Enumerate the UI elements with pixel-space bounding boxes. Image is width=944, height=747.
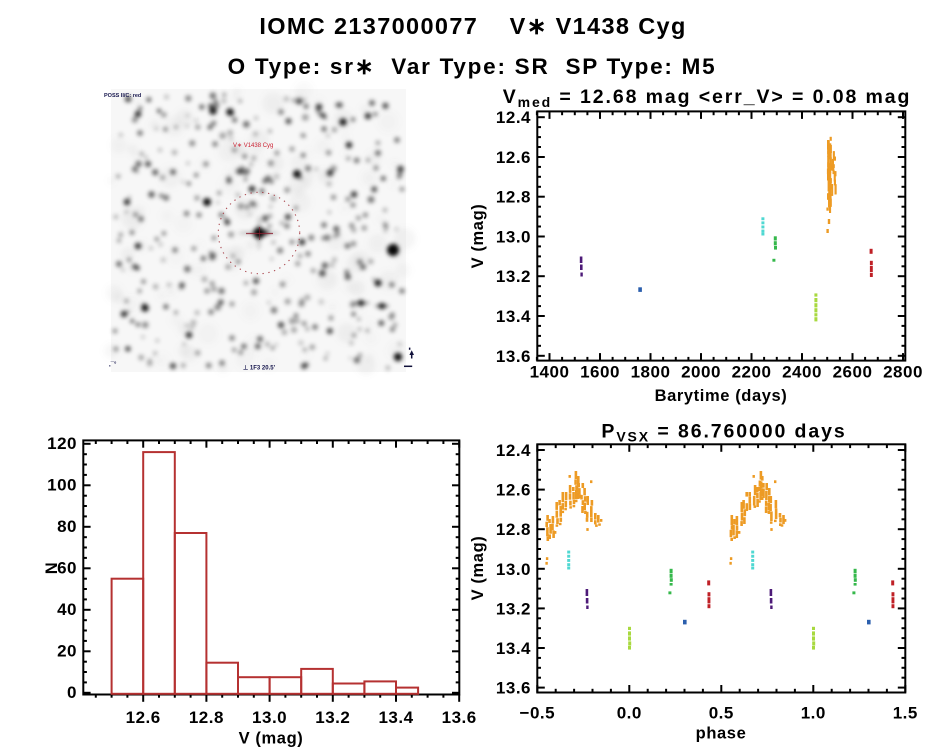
svg-text:13.6: 13.6 (496, 679, 531, 698)
svg-text:1600: 1600 (580, 363, 620, 382)
svg-text:13.0: 13.0 (496, 560, 531, 579)
svg-text:PVSX = 86.760000 days: PVSX = 86.760000 days (601, 421, 846, 445)
svg-text:0.5: 0.5 (709, 704, 734, 723)
svg-text:V∗ V1438 Cyg: V∗ V1438 Cyg (233, 143, 273, 149)
svg-text:⊥ 1F3 20.5': ⊥ 1F3 20.5' (243, 365, 276, 372)
svg-text:Barytime (days): Barytime (days) (655, 387, 788, 405)
svg-text:12.6: 12.6 (496, 481, 531, 500)
svg-text:2000: 2000 (681, 363, 721, 382)
svg-text:12.8: 12.8 (496, 188, 531, 207)
svg-text:2200: 2200 (732, 363, 772, 382)
svg-text:V (mag): V (mag) (469, 204, 487, 269)
svg-text:13.0: 13.0 (496, 228, 531, 247)
svg-text:13.2: 13.2 (496, 599, 531, 618)
svg-text:13.2: 13.2 (315, 708, 350, 727)
svg-text:13.6: 13.6 (442, 708, 477, 727)
svg-text:V (mag): V (mag) (239, 730, 304, 747)
svg-text:2800: 2800 (883, 363, 923, 382)
svg-text:,¯°: ,¯° (109, 361, 117, 368)
svg-text:2600: 2600 (833, 363, 873, 382)
svg-text:13.4: 13.4 (496, 639, 531, 658)
svg-text:1800: 1800 (631, 363, 671, 382)
svg-text:40: 40 (57, 600, 77, 619)
svg-text:60: 60 (57, 558, 77, 577)
svg-text:12.8: 12.8 (496, 520, 531, 539)
svg-text:1.0: 1.0 (801, 704, 826, 723)
svg-text:12.4: 12.4 (496, 441, 531, 460)
svg-text:120: 120 (47, 434, 77, 453)
svg-text:100: 100 (47, 475, 77, 494)
svg-text:POSS II/C: red: POSS II/C: red (104, 93, 141, 99)
svg-text:V (mag): V (mag) (469, 536, 487, 601)
svg-text:80: 80 (57, 517, 77, 536)
svg-text:13.0: 13.0 (252, 708, 287, 727)
svg-text:13.6: 13.6 (496, 347, 531, 366)
svg-text:13.4: 13.4 (378, 708, 413, 727)
svg-text:13.4: 13.4 (496, 307, 531, 326)
svg-text:0.0: 0.0 (617, 704, 642, 723)
svg-text:12.6: 12.6 (126, 708, 161, 727)
svg-text:13.2: 13.2 (496, 267, 531, 286)
svg-text:0: 0 (67, 683, 77, 702)
svg-text:12.4: 12.4 (496, 108, 531, 127)
svg-text:12.8: 12.8 (189, 708, 224, 727)
svg-text:1400: 1400 (530, 363, 570, 382)
svg-text:N: N (43, 562, 61, 575)
svg-text:20: 20 (57, 641, 77, 660)
svg-text:phase: phase (696, 725, 747, 743)
svg-text:−0.5: −0.5 (520, 704, 556, 723)
svg-text:12.6: 12.6 (496, 148, 531, 167)
svg-text:O Type: sr∗ Var Type: SR SP: O Type: sr∗ Var Type: SR SP Type: M5 (228, 54, 717, 79)
svg-text:2400: 2400 (782, 363, 822, 382)
svg-text:IOMC 2137000077 V∗ V1438 Cy: IOMC 2137000077 V∗ V1438 Cyg (259, 13, 686, 39)
svg-text:1.5: 1.5 (893, 704, 918, 723)
svg-text:Vmed = 12.68 mag <err_V> = 0.0: Vmed = 12.68 mag <err_V> = 0.08 mag (503, 86, 912, 110)
